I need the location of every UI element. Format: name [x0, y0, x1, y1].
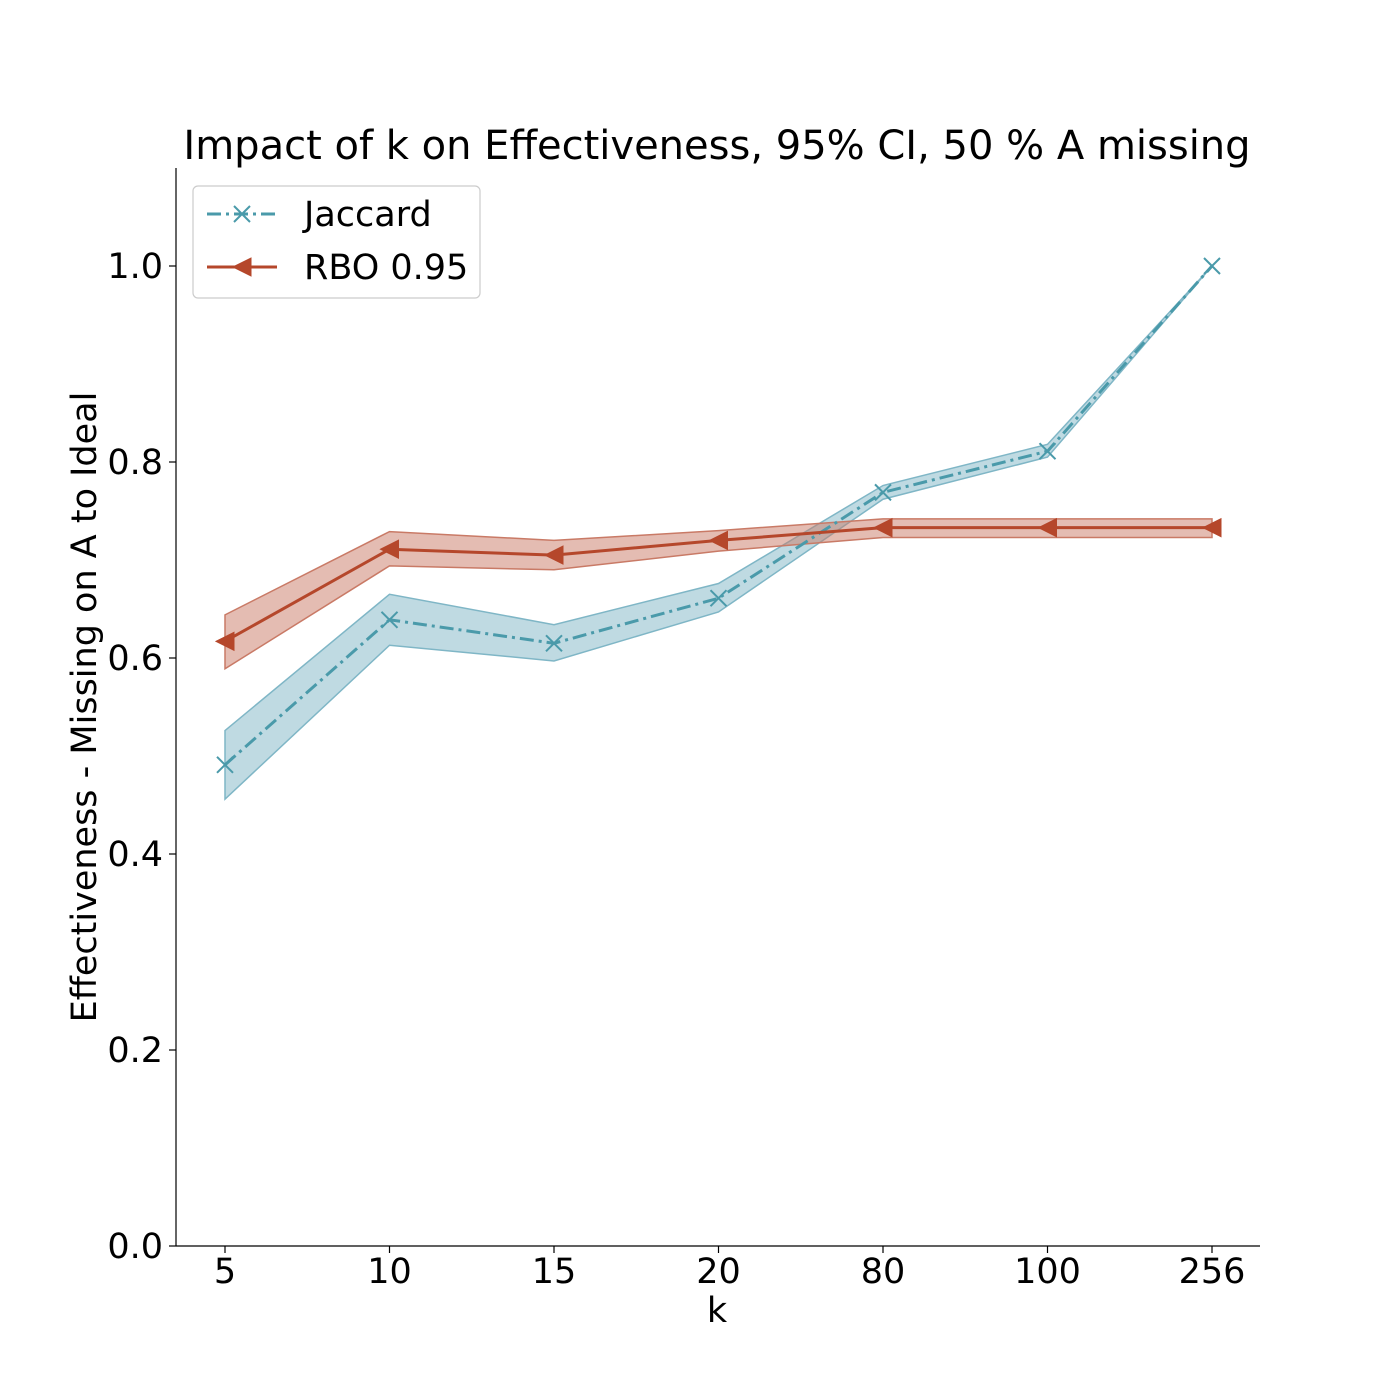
jaccard-point [1203, 257, 1221, 275]
x-tick-label: 80 [861, 1252, 906, 1292]
series-markers [214, 257, 1222, 774]
rbo-0-95-legend-marker [231, 257, 252, 277]
y-tick-label: 1.0 [107, 247, 163, 287]
rbo-0-95-point [214, 631, 235, 652]
x-axis-label: k [707, 1291, 728, 1331]
chart-title: Impact of k on Effectiveness, 95% CI, 50… [183, 123, 1250, 169]
rbo-0-95-point [872, 517, 893, 538]
x-tick-label: 10 [367, 1252, 412, 1292]
rbo-0-95-legend-label: RBO 0.95 [304, 248, 468, 288]
x-tick-label: 256 [1179, 1252, 1246, 1292]
ci-bands [224, 265, 1213, 801]
y-tick-label: 0.0 [107, 1227, 163, 1267]
jaccard-ci-band [224, 265, 1213, 801]
x-tick-label: 5 [214, 1252, 236, 1292]
x-tick-label: 100 [1014, 1252, 1081, 1292]
x-tick-label: 15 [532, 1252, 577, 1292]
rbo-0-95-point [1037, 517, 1057, 538]
y-tick-label: 0.4 [107, 835, 163, 875]
y-tick-label: 0.8 [107, 443, 163, 483]
rbo-0-95-point [379, 539, 399, 560]
jaccard-legend-marker [233, 205, 251, 223]
jaccard-point [874, 483, 892, 502]
legend: Jaccard RBO 0.95 [192, 185, 481, 299]
x-tick-label: 20 [696, 1252, 741, 1292]
rbo-0-95-point [708, 530, 728, 551]
jaccard-legend-label: Jaccard [302, 195, 432, 235]
jaccard-point [1038, 442, 1057, 460]
y-axis-ticks: 0.0 0.2 0.4 0.6 0.8 1.0 [107, 247, 176, 1267]
y-tick-label: 0.2 [107, 1031, 163, 1071]
jaccard-point [380, 611, 399, 629]
jaccard-point [709, 589, 728, 607]
rbo-0-95-ci-band [224, 518, 1213, 671]
jaccard-point [545, 634, 563, 653]
jaccard-point [216, 756, 234, 774]
rbo-0-95-point [543, 545, 564, 565]
y-tick-label: 0.6 [107, 639, 163, 679]
rbo-0-95-point [1201, 517, 1222, 538]
legend-entries: Jaccard RBO 0.95 [207, 195, 468, 288]
x-axis-ticks: 5 10 15 20 80 100 256 [214, 1246, 1246, 1292]
y-axis-label: Effectiveness - Missing on A to Ideal [65, 392, 105, 1023]
